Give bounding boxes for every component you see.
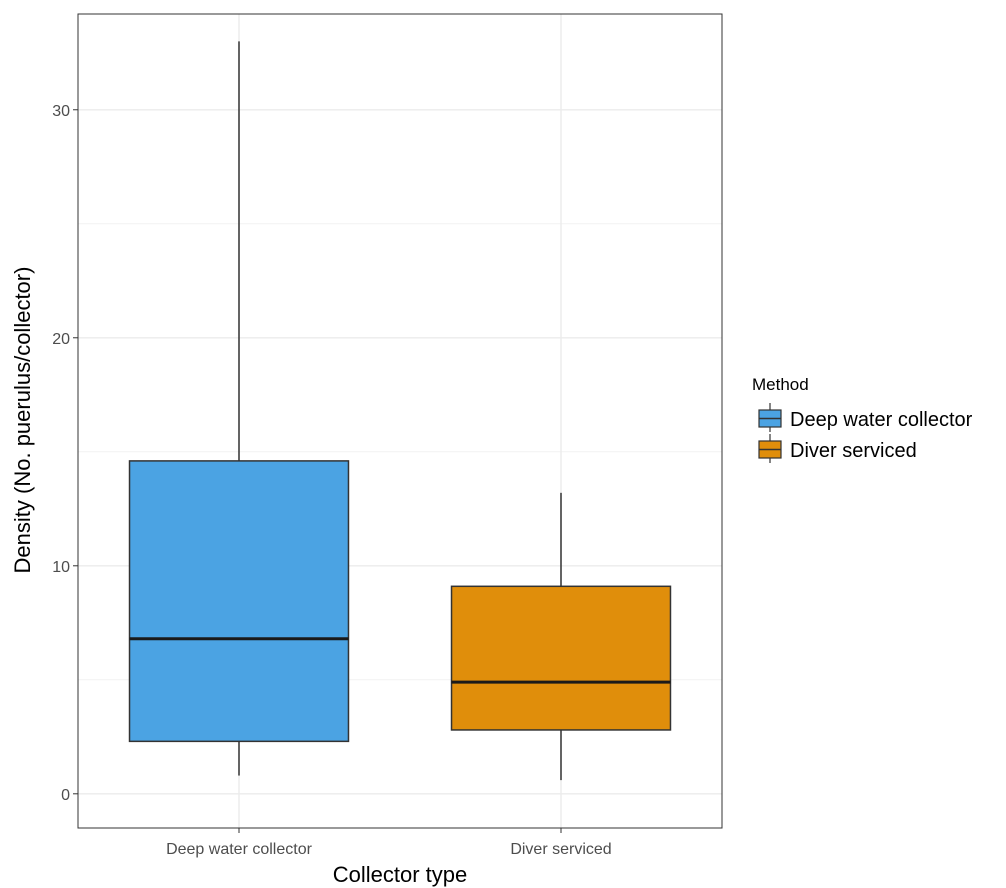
box-iqr [450, 585, 672, 731]
x-tick-label: Diver serviced [510, 841, 611, 858]
y-axis-ticks: 0 10 20 30 [52, 103, 78, 804]
legend-item: Deep water collector [758, 403, 973, 432]
legend-label: Diver serviced [790, 440, 917, 462]
box-iqr [128, 460, 350, 743]
y-axis-title: Density (No. puerulus/collector) [10, 267, 35, 574]
legend-item: Diver serviced [758, 434, 917, 463]
legend-label: Deep water collector [790, 409, 973, 431]
x-axis-ticks: Deep water collector Diver serviced [166, 828, 612, 858]
plot-panel-border [77, 13, 723, 829]
legend: Method Deep water collector Diver service… [752, 375, 973, 463]
y-tick-label: 10 [52, 559, 70, 576]
x-axis-title: Collector type [333, 862, 468, 887]
box-group [128, 41, 350, 776]
legend-title: Method [752, 375, 809, 394]
y-tick-label: 30 [52, 103, 70, 120]
box-group [450, 492, 672, 781]
boxes [128, 41, 672, 781]
x-tick-label: Deep water collector [166, 841, 313, 858]
y-tick-label: 0 [61, 787, 70, 804]
y-tick-label: 20 [52, 331, 70, 348]
